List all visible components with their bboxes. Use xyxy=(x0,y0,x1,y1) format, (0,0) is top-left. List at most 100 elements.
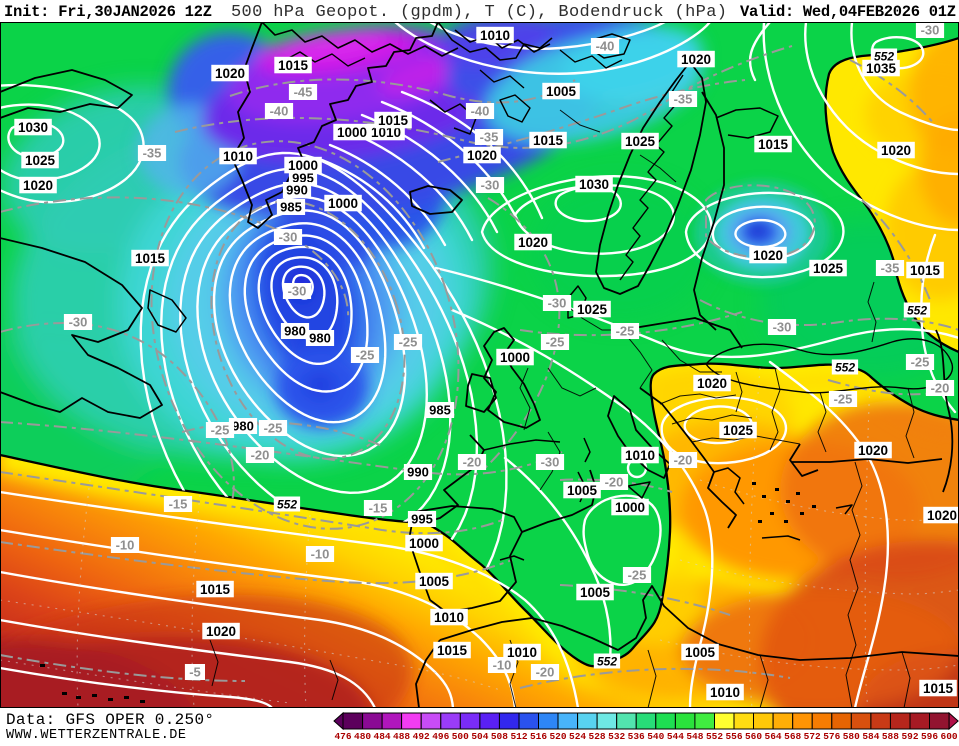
svg-text:-25: -25 xyxy=(911,355,930,370)
svg-text:540: 540 xyxy=(647,731,664,741)
svg-text:588: 588 xyxy=(882,731,899,741)
svg-text:-30: -30 xyxy=(69,315,88,330)
svg-text:496: 496 xyxy=(432,731,449,741)
svg-text:-25: -25 xyxy=(616,324,635,339)
svg-text:-40: -40 xyxy=(270,104,289,119)
svg-text:580: 580 xyxy=(843,731,860,741)
svg-text:Data: GFS OPER 0.250°: Data: GFS OPER 0.250° xyxy=(6,711,214,729)
svg-text:1010: 1010 xyxy=(223,149,253,164)
svg-text:-25: -25 xyxy=(264,421,283,436)
svg-text:-45: -45 xyxy=(294,85,313,100)
svg-text:-30: -30 xyxy=(548,296,567,311)
svg-text:Init: Fri,30JAN2026 12Z: Init: Fri,30JAN2026 12Z xyxy=(4,3,212,21)
svg-text:548: 548 xyxy=(686,731,703,741)
svg-text:1005: 1005 xyxy=(580,585,611,600)
svg-text:1020: 1020 xyxy=(753,248,783,263)
svg-text:1000: 1000 xyxy=(500,350,530,365)
svg-text:1015: 1015 xyxy=(758,137,789,152)
svg-text:1020: 1020 xyxy=(467,148,497,163)
svg-text:1000: 1000 xyxy=(288,158,318,173)
svg-text:552: 552 xyxy=(874,49,894,63)
svg-text:-25: -25 xyxy=(546,335,565,350)
svg-text:-35: -35 xyxy=(674,92,693,107)
svg-text:1010: 1010 xyxy=(507,645,537,660)
svg-text:-30: -30 xyxy=(921,23,940,38)
svg-text:980: 980 xyxy=(309,331,331,346)
svg-text:528: 528 xyxy=(589,731,606,741)
svg-text:-5: -5 xyxy=(189,665,201,680)
svg-text:-40: -40 xyxy=(471,104,490,119)
svg-text:1015: 1015 xyxy=(200,582,231,597)
svg-text:596: 596 xyxy=(921,731,938,741)
svg-text:990: 990 xyxy=(407,465,429,480)
svg-text:-20: -20 xyxy=(463,455,482,470)
svg-text:-30: -30 xyxy=(773,320,792,335)
svg-text:-35: -35 xyxy=(881,261,900,276)
svg-text:980: 980 xyxy=(284,324,306,339)
svg-text:1015: 1015 xyxy=(437,643,468,658)
svg-text:1000: 1000 xyxy=(337,125,367,140)
svg-text:1015: 1015 xyxy=(278,58,309,73)
svg-text:552: 552 xyxy=(597,654,617,668)
svg-text:-25: -25 xyxy=(399,335,418,350)
svg-text:600: 600 xyxy=(941,731,958,741)
svg-text:552: 552 xyxy=(835,360,855,374)
svg-text:995: 995 xyxy=(292,171,314,186)
svg-text:532: 532 xyxy=(608,731,625,741)
svg-text:-25: -25 xyxy=(211,423,230,438)
svg-text:1030: 1030 xyxy=(18,120,48,135)
svg-text:985: 985 xyxy=(429,403,451,418)
svg-text:1025: 1025 xyxy=(813,261,844,276)
svg-text:520: 520 xyxy=(549,731,566,741)
svg-text:-20: -20 xyxy=(536,665,555,680)
svg-text:508: 508 xyxy=(491,731,508,741)
svg-text:556: 556 xyxy=(725,731,742,741)
svg-text:564: 564 xyxy=(765,731,782,741)
svg-text:524: 524 xyxy=(569,731,586,741)
svg-text:504: 504 xyxy=(471,731,488,741)
svg-text:1020: 1020 xyxy=(215,66,245,81)
svg-text:1010: 1010 xyxy=(625,448,655,463)
svg-text:544: 544 xyxy=(667,731,684,741)
svg-text:-35: -35 xyxy=(480,130,499,145)
svg-text:480: 480 xyxy=(354,731,371,741)
svg-text:1025: 1025 xyxy=(25,153,56,168)
svg-text:1005: 1005 xyxy=(685,645,716,660)
svg-text:1005: 1005 xyxy=(567,483,598,498)
svg-text:-30: -30 xyxy=(288,284,307,299)
svg-text:-20: -20 xyxy=(931,381,950,396)
svg-text:1030: 1030 xyxy=(579,177,609,192)
svg-text:-20: -20 xyxy=(674,453,693,468)
svg-text:-25: -25 xyxy=(834,392,853,407)
svg-text:488: 488 xyxy=(393,731,410,741)
svg-text:1020: 1020 xyxy=(206,624,236,639)
svg-text:-35: -35 xyxy=(143,146,162,161)
svg-text:1010: 1010 xyxy=(434,610,464,625)
svg-text:-10: -10 xyxy=(311,547,330,562)
svg-text:568: 568 xyxy=(784,731,801,741)
svg-text:1025: 1025 xyxy=(577,302,608,317)
svg-text:476: 476 xyxy=(334,731,351,741)
svg-text:572: 572 xyxy=(804,731,821,741)
svg-text:576: 576 xyxy=(823,731,840,741)
svg-text:1010: 1010 xyxy=(480,28,510,43)
svg-text:-40: -40 xyxy=(596,39,615,54)
svg-text:1020: 1020 xyxy=(881,143,911,158)
svg-text:492: 492 xyxy=(413,731,430,741)
svg-text:985: 985 xyxy=(280,200,302,215)
svg-text:-30: -30 xyxy=(541,455,560,470)
svg-text:1015: 1015 xyxy=(910,263,941,278)
svg-text:1015: 1015 xyxy=(923,681,954,696)
svg-text:1025: 1025 xyxy=(723,423,754,438)
svg-text:-10: -10 xyxy=(116,538,135,553)
svg-text:1005: 1005 xyxy=(419,574,450,589)
svg-text:500 hPa Geopot. (gpdm), T (C),: 500 hPa Geopot. (gpdm), T (C), Bodendruc… xyxy=(231,3,727,22)
svg-text:552: 552 xyxy=(277,497,297,511)
svg-text:592: 592 xyxy=(901,731,918,741)
svg-text:1010: 1010 xyxy=(710,685,740,700)
svg-text:1000: 1000 xyxy=(328,196,358,211)
svg-text:1020: 1020 xyxy=(518,235,548,250)
svg-text:990: 990 xyxy=(286,183,308,198)
svg-text:552: 552 xyxy=(706,731,723,741)
svg-text:-20: -20 xyxy=(605,475,624,490)
